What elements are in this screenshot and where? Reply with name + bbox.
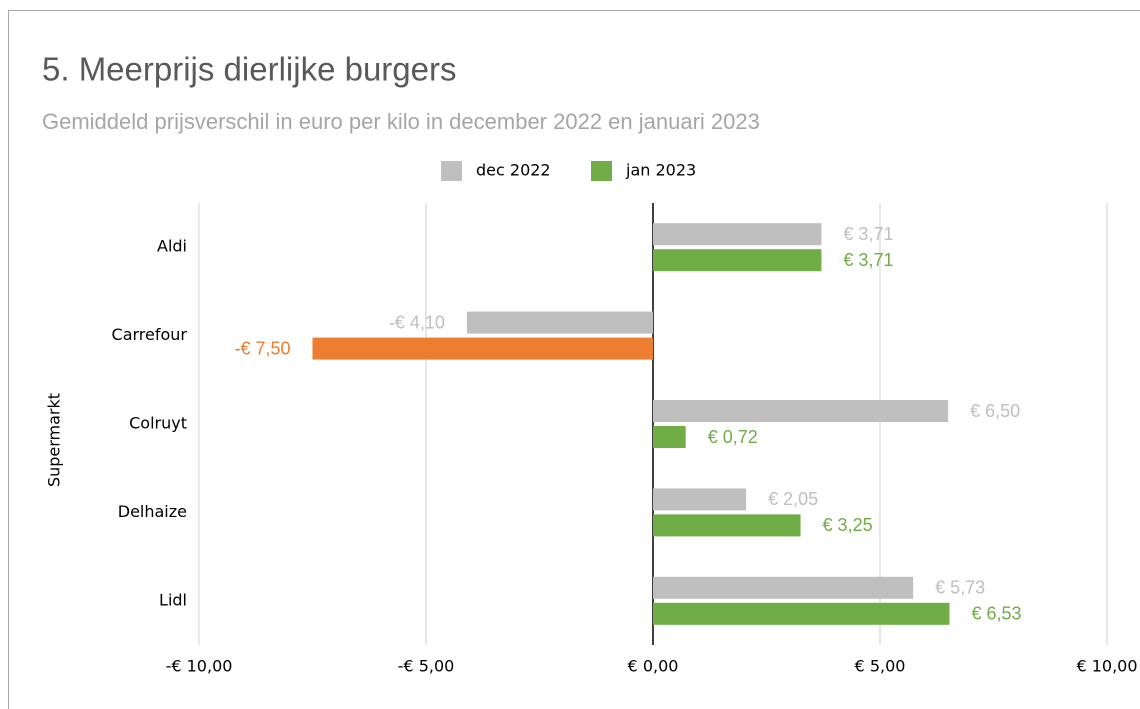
chart-title: 5. Meerprijs dierlijke burgers	[42, 51, 456, 88]
frame	[8, 10, 1140, 709]
category-label: Lidl	[159, 590, 187, 609]
data-label: € 3,71	[843, 224, 893, 244]
data-label: -€ 7,50	[234, 338, 290, 358]
data-label: -€ 4,10	[389, 312, 445, 332]
bar	[653, 576, 914, 599]
bar	[653, 426, 686, 448]
x-tick-label: € 0,00	[628, 657, 679, 676]
data-label: € 3,25	[823, 515, 873, 535]
data-label: € 2,05	[768, 489, 818, 509]
legend-swatch	[441, 161, 462, 181]
legend-label: jan 2023	[625, 161, 696, 180]
category-label: Colruyt	[129, 414, 187, 433]
data-label: € 5,73	[935, 578, 985, 598]
bar	[653, 602, 950, 625]
data-label: € 3,71	[843, 250, 893, 270]
bar	[653, 223, 822, 246]
x-tick-label: -€ 5,00	[398, 657, 455, 676]
x-tick-label: € 10,00	[1076, 657, 1137, 676]
bar	[653, 488, 747, 511]
category-label: Delhaize	[118, 502, 187, 521]
category-label: Aldi	[157, 237, 187, 256]
data-label: € 6,50	[970, 401, 1020, 421]
legend-label: dec 2022	[476, 161, 551, 180]
legend-swatch	[591, 161, 612, 181]
bar	[653, 514, 801, 537]
data-label: € 6,53	[971, 604, 1021, 624]
bar	[466, 311, 653, 334]
y-axis-label: Supermarkt	[45, 393, 64, 487]
data-label: € 0,72	[708, 427, 758, 447]
bar	[653, 400, 949, 422]
x-tick-label: € 5,00	[855, 657, 906, 676]
x-tick-label: -€ 10,00	[166, 657, 233, 676]
bar	[653, 249, 822, 272]
bar	[312, 337, 653, 360]
chart-subtitle: Gemiddeld prijsverschil in euro per kilo…	[42, 109, 760, 134]
legend: dec 2022 jan 2023	[441, 161, 696, 181]
category-label: Carrefour	[112, 325, 188, 344]
